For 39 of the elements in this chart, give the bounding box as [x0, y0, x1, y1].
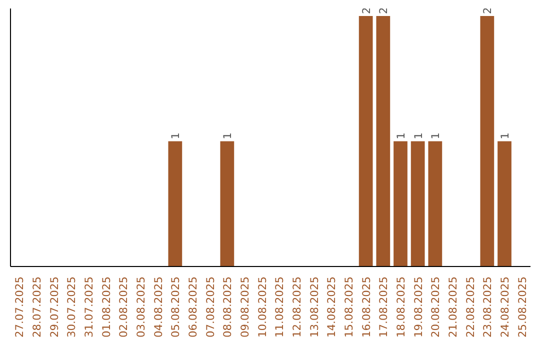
x-tick-label: 02.08.2025: [117, 276, 130, 338]
x-tick-label: 16.08.2025: [360, 276, 373, 338]
x-tick-label: 30.07.2025: [65, 276, 78, 338]
data-label: 2: [481, 7, 494, 14]
x-tick-label: 18.08.2025: [394, 276, 408, 338]
data-label: 1: [221, 132, 234, 140]
x-tick-label: 24.08.2025: [498, 276, 512, 338]
x-tick-label: 03.08.2025: [134, 276, 148, 338]
data-label: 2: [360, 7, 373, 14]
x-tick-label: 20.08.2025: [429, 276, 442, 338]
data-label: 2: [377, 7, 390, 14]
x-tick-label: 31.07.2025: [82, 276, 96, 338]
x-tick-label: 19.08.2025: [412, 276, 425, 338]
x-tick-label: 12.08.2025: [290, 276, 304, 338]
x-tick-label: 17.08.2025: [377, 276, 390, 338]
x-tick-label: 25.08.2025: [516, 276, 529, 338]
x-tick-label: 10.08.2025: [256, 276, 269, 338]
x-tick-label: 05.08.2025: [169, 276, 182, 338]
x-tick-label: 29.07.2025: [48, 276, 61, 338]
x-tick-label: 01.08.2025: [100, 276, 113, 338]
data-label: 1: [498, 132, 512, 140]
x-tick-label: 04.08.2025: [152, 276, 165, 338]
x-tick-label: 06.08.2025: [186, 276, 200, 338]
data-label: 1: [429, 132, 442, 140]
x-tick-label: 13.08.2025: [308, 276, 321, 338]
x-tick-label: 28.07.2025: [30, 276, 44, 338]
x-tick-label: 11.08.2025: [273, 276, 286, 338]
data-label: 1: [412, 132, 425, 140]
x-tick-label: 14.08.2025: [325, 276, 338, 338]
x-tick-label: 27.07.2025: [13, 276, 26, 338]
x-tick-label: 07.08.2025: [204, 276, 217, 338]
x-tick-label: 15.08.2025: [342, 276, 356, 338]
x-tick-label: 22.08.2025: [464, 276, 477, 338]
data-label: 1: [394, 132, 408, 140]
x-tick-label: 21.08.2025: [446, 276, 460, 338]
x-tick-label: 23.08.2025: [481, 276, 494, 338]
x-tick-label: 09.08.2025: [238, 276, 252, 338]
data-label: 1: [169, 132, 182, 140]
x-tick-label: 08.08.2025: [221, 276, 234, 338]
